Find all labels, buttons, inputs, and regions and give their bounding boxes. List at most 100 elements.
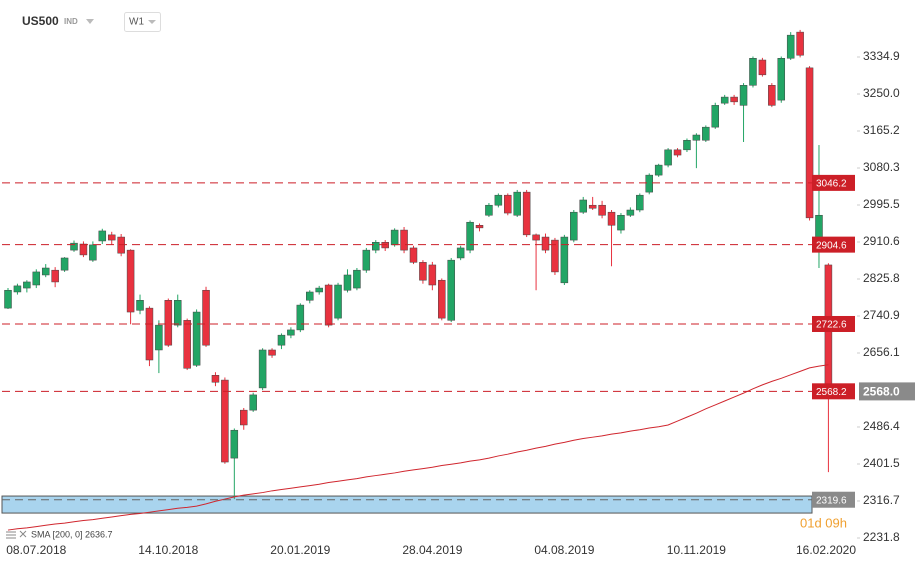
level-label: 2722.6 <box>816 320 847 331</box>
candle-body <box>466 221 474 251</box>
x-tick-label: 10.11.2019 <box>667 543 726 557</box>
candle-body <box>570 211 578 241</box>
symbol: US500 <box>22 14 59 28</box>
candle-body <box>588 204 597 209</box>
y-tick-label: 3080.3 <box>863 160 900 174</box>
market[interactable]: IND <box>64 17 78 26</box>
candle-body <box>720 96 729 104</box>
candle-body <box>447 259 455 321</box>
candle-body <box>673 149 682 156</box>
candle-body <box>475 225 484 229</box>
candle-body <box>70 242 78 251</box>
candle-body <box>32 271 41 286</box>
x-tick-label: 16.02.2020 <box>796 543 856 557</box>
candle-body <box>702 126 710 141</box>
y-tick-label: 2486.4 <box>863 419 900 433</box>
candle-body <box>126 249 135 313</box>
candle-body <box>268 349 276 356</box>
level-label: 2568.2 <box>816 387 847 398</box>
candle-body <box>51 269 59 283</box>
candle-body <box>249 394 257 411</box>
candle-body <box>240 409 248 426</box>
candle-body <box>13 285 22 293</box>
candle-body <box>607 211 616 226</box>
y-tick-label: 2825.8 <box>863 271 900 285</box>
level-label: 3046.2 <box>816 179 847 190</box>
candle-body <box>692 134 701 141</box>
candle-body <box>107 234 116 241</box>
candle-body <box>315 287 323 293</box>
candle-body <box>258 349 267 389</box>
candle-body <box>23 281 31 289</box>
x-tick-label: 28.04.2019 <box>402 543 462 557</box>
candle-body <box>211 375 220 383</box>
timeframe[interactable]: W1 <box>129 17 144 28</box>
y-tick-label: 2316.7 <box>863 493 900 507</box>
candle-body <box>89 244 97 261</box>
candle-body <box>221 379 229 463</box>
candle-body <box>306 291 314 301</box>
sma-line <box>7 364 829 531</box>
dropdown-arrow[interactable] <box>148 20 156 24</box>
x-tick-label: 08.07.2018 <box>6 543 66 557</box>
x-tick-label: 04.08.2019 <box>534 543 594 557</box>
level-label: 2904.6 <box>816 240 847 251</box>
y-tick-label: 3250.0 <box>863 86 900 100</box>
timeframe-box[interactable] <box>124 12 161 32</box>
y-tick-label: 2231.8 <box>863 530 900 544</box>
candle-body <box>438 279 446 319</box>
candle-body <box>390 229 399 246</box>
level-label-box <box>812 315 855 332</box>
candle-body <box>277 334 286 346</box>
candle-body <box>664 149 672 166</box>
y-tick-label: 2740.9 <box>863 308 900 322</box>
candle-body <box>786 34 795 59</box>
y-tick-label: 2910.6 <box>863 234 900 248</box>
candle-body <box>636 194 644 211</box>
candle-body <box>579 199 587 213</box>
candle-body <box>711 105 719 128</box>
candle-body <box>409 247 418 263</box>
candle-body <box>768 85 776 106</box>
current-price-label: 2568.0 <box>863 385 900 399</box>
candle-body <box>494 194 503 206</box>
y-tick-label: 2656.1 <box>863 345 900 359</box>
candle-body <box>513 191 521 216</box>
candle-body <box>60 257 69 271</box>
candle-body <box>155 324 163 351</box>
countdown: 01d 09h <box>800 515 847 530</box>
candle-body <box>617 214 625 231</box>
candle-body <box>645 174 653 193</box>
dropdown-arrow[interactable] <box>86 19 94 24</box>
candle-body <box>41 267 50 276</box>
candle-body <box>362 249 371 271</box>
candle-body <box>805 67 814 219</box>
candle-body <box>796 31 804 56</box>
candle-body <box>183 320 191 369</box>
x-tick-label: 20.01.2019 <box>270 543 330 557</box>
legend-close <box>19 530 27 538</box>
candle-body <box>749 58 757 86</box>
candle-body <box>739 85 748 106</box>
candle-body <box>419 262 427 281</box>
candle-body <box>428 264 437 286</box>
level-label-box <box>812 236 855 253</box>
candle-body <box>758 59 767 76</box>
candle-body <box>560 236 569 284</box>
candle-body <box>343 274 352 291</box>
candle-body <box>815 214 823 241</box>
candle-body <box>372 242 380 251</box>
candle-body <box>353 269 361 289</box>
legend-label: SMA [200, 0] 2636.7 <box>31 529 113 539</box>
candle-body <box>626 209 635 216</box>
candle-body <box>541 236 550 251</box>
level-label-box <box>812 174 855 191</box>
level-label: 2319.6 <box>816 495 847 506</box>
level-label-box <box>812 491 855 508</box>
candle-body <box>777 58 786 101</box>
candle-body <box>192 311 201 366</box>
candle-body <box>136 300 144 311</box>
candle-body <box>456 247 465 259</box>
candle-body <box>4 289 12 309</box>
